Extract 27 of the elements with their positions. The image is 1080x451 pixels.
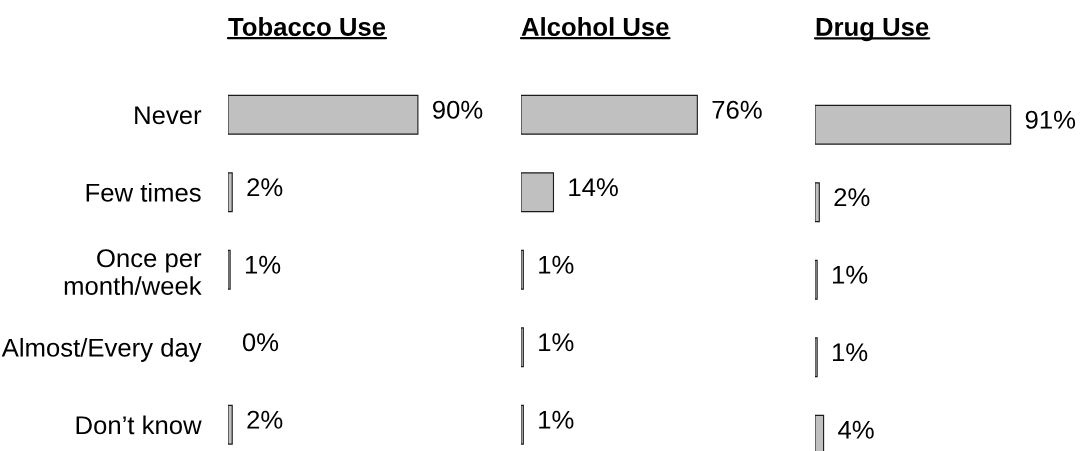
y-tick-label: Don’t know xyxy=(76,415,202,435)
data-label: 1% xyxy=(833,265,868,284)
data-label: 14% xyxy=(569,178,618,197)
data-label: 1% xyxy=(833,343,868,362)
chart-title: Tobacco Use xyxy=(228,17,386,36)
data-label: 1% xyxy=(539,333,574,352)
bar xyxy=(815,337,818,378)
data-label: 2% xyxy=(247,178,283,197)
chart-title: Alcohol Use xyxy=(521,17,669,36)
data-label: 4% xyxy=(838,420,874,439)
data-label: 2% xyxy=(247,410,283,429)
data-label: 0% xyxy=(242,333,279,352)
data-label: 90% xyxy=(432,100,483,119)
y-tick-label: Never xyxy=(135,106,202,125)
data-label: 2% xyxy=(834,188,870,207)
bar xyxy=(815,182,820,223)
bar xyxy=(815,259,818,300)
y-tick-label: Few times xyxy=(86,182,201,202)
y-tick-label: Almost/Every day xyxy=(1,337,202,362)
data-label: 91% xyxy=(1025,110,1076,129)
bar xyxy=(815,104,1012,145)
data-label: 76% xyxy=(712,100,762,119)
chart-title: Drug Use xyxy=(816,18,929,42)
data-label: 1% xyxy=(539,255,574,274)
data-label: 1% xyxy=(245,255,281,274)
data-label: 1% xyxy=(539,410,574,429)
y-tick-label: Once per month/week xyxy=(64,249,202,296)
